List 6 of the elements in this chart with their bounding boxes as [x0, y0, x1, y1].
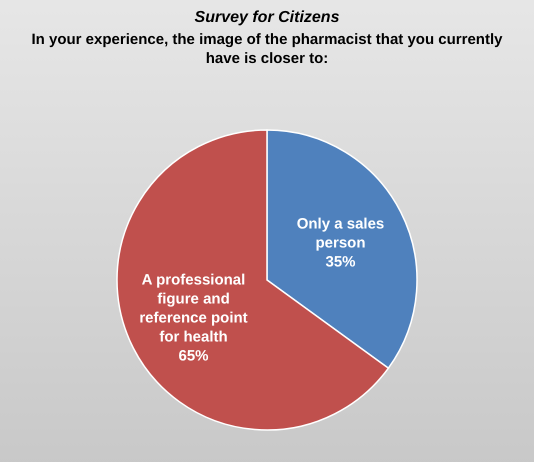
chart-title: Survey for Citizens: [194, 9, 340, 26]
data-label: 35%: [325, 254, 356, 271]
slice-label: A professional figure and reference point for health: [139, 271, 248, 346]
chart-subtitle: In your experience, the image of the pharmacist that you currently have is closer to:: [32, 31, 504, 67]
data-label: 65%: [178, 347, 209, 364]
slice-label: Only a sales person: [296, 216, 384, 252]
